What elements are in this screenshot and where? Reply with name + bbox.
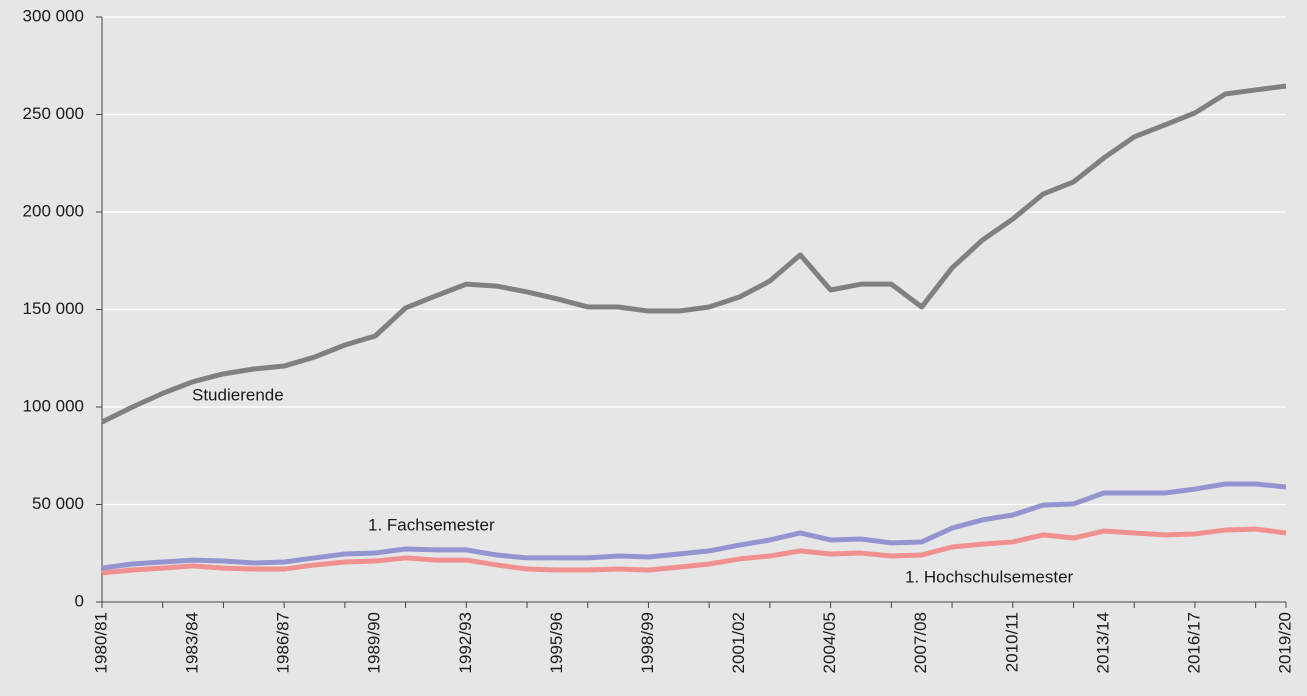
series-line — [101, 526, 1287, 576]
y-tick-label: 50 000 — [32, 494, 84, 513]
x-tick-label: 1989/90 — [365, 612, 384, 673]
series-label: 1. Fachsemester — [368, 515, 495, 534]
y-tick-label: 300 000 — [23, 6, 84, 25]
y-tick-label: 0 — [75, 591, 84, 610]
x-tick-label: 2016/17 — [1184, 612, 1203, 673]
x-tick-label: 1983/84 — [183, 612, 202, 673]
x-tick-label: 1998/99 — [638, 612, 657, 673]
x-tick-label: 1995/96 — [547, 612, 566, 673]
series-label: Studierende — [192, 385, 284, 404]
x-tick-label: 2010/11 — [1002, 612, 1021, 672]
series-line — [101, 481, 1287, 571]
x-tick-label: 1980/81 — [91, 612, 110, 673]
x-tick-label: 2004/05 — [820, 612, 839, 673]
x-tick-label: 2013/14 — [1093, 612, 1112, 673]
y-tick-label: 100 000 — [23, 396, 84, 415]
x-tick-label: 2019/20 — [1275, 612, 1294, 673]
y-tick-label: 150 000 — [23, 299, 84, 318]
series-label: 1. Hochschulsemester — [905, 567, 1074, 586]
x-tick-label: 2001/02 — [729, 612, 748, 673]
x-tick-label: 1992/93 — [456, 612, 475, 673]
x-tick-label: 2007/08 — [911, 612, 930, 673]
x-tick-label: 1986/87 — [274, 612, 293, 673]
series-line — [100, 83, 1287, 425]
y-tick-label: 200 000 — [23, 201, 84, 220]
y-tick-label: 250 000 — [23, 104, 84, 123]
